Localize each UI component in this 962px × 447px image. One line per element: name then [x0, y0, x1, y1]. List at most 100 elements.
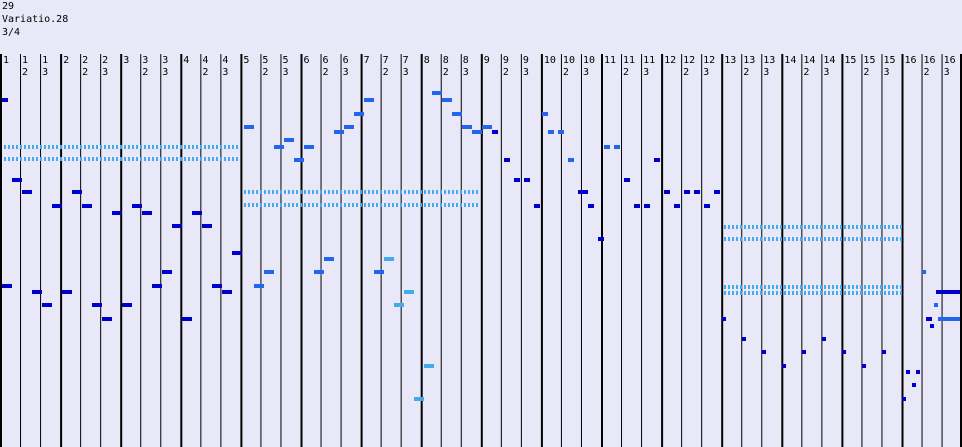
- note: [876, 237, 878, 241]
- note: [784, 237, 786, 241]
- note: [320, 190, 322, 194]
- note: [792, 291, 794, 295]
- beat-number: 2: [863, 67, 869, 78]
- measure-line: [120, 54, 123, 447]
- note: [824, 237, 826, 241]
- note: [788, 237, 790, 241]
- measure-number: 4: [222, 55, 228, 66]
- note: [284, 138, 294, 142]
- note: [184, 145, 186, 149]
- note: [604, 145, 610, 149]
- measure-number: 7: [383, 55, 389, 66]
- note: [464, 203, 466, 207]
- note: [440, 190, 442, 194]
- note: [760, 237, 762, 241]
- note: [900, 225, 902, 229]
- note: [868, 225, 870, 229]
- beat-number: 2: [22, 67, 28, 78]
- note: [22, 190, 32, 194]
- note: [654, 158, 660, 162]
- note: [816, 285, 818, 289]
- note: [578, 190, 588, 194]
- note: [224, 157, 226, 161]
- note: [868, 285, 870, 289]
- note: [812, 225, 814, 229]
- note: [860, 225, 862, 229]
- note: [740, 225, 742, 229]
- note: [852, 237, 854, 241]
- note: [744, 225, 746, 229]
- note: [804, 291, 806, 295]
- measure-number: 2: [102, 55, 108, 66]
- note: [504, 158, 510, 162]
- note: [280, 190, 282, 194]
- note: [784, 225, 786, 229]
- beat-line: [941, 54, 943, 447]
- note: [728, 225, 730, 229]
- note: [72, 145, 74, 149]
- measure-number: 15: [863, 55, 875, 66]
- note: [168, 157, 170, 161]
- note: [634, 204, 640, 208]
- note: [364, 190, 366, 194]
- note: [32, 290, 42, 294]
- note: [16, 145, 18, 149]
- measure-number: 16: [905, 55, 917, 66]
- note: [780, 237, 782, 241]
- note: [172, 157, 174, 161]
- measure-line: [781, 54, 784, 447]
- note: [332, 203, 334, 207]
- note: [404, 190, 406, 194]
- note: [864, 225, 866, 229]
- note: [452, 112, 462, 116]
- note: [334, 130, 344, 134]
- note: [856, 225, 858, 229]
- note: [420, 203, 422, 207]
- note: [938, 317, 960, 321]
- measure-line: [180, 54, 183, 447]
- note: [104, 145, 106, 149]
- note: [862, 364, 866, 368]
- measure-line: [661, 54, 664, 447]
- note: [192, 157, 194, 161]
- note: [232, 145, 234, 149]
- note: [784, 291, 786, 295]
- note: [880, 237, 882, 241]
- beat-line: [821, 54, 823, 447]
- note: [172, 224, 182, 228]
- note: [820, 285, 822, 289]
- note: [300, 203, 302, 207]
- note: [12, 145, 14, 149]
- note: [248, 190, 250, 194]
- note: [820, 291, 822, 295]
- beat-line: [340, 54, 342, 447]
- measure-number: 8: [443, 55, 449, 66]
- note: [120, 157, 122, 161]
- note: [728, 291, 730, 295]
- beat-line: [921, 54, 923, 447]
- measure-line: [420, 54, 423, 447]
- note: [804, 285, 806, 289]
- note: [152, 157, 154, 161]
- note: [52, 157, 54, 161]
- note: [344, 125, 354, 129]
- note: [68, 157, 70, 161]
- note: [888, 285, 890, 289]
- note: [376, 203, 378, 207]
- note: [736, 291, 738, 295]
- note: [764, 225, 766, 229]
- note: [354, 112, 364, 116]
- note: [272, 203, 274, 207]
- beat-line: [500, 54, 502, 447]
- note: [828, 285, 830, 289]
- note: [88, 157, 90, 161]
- note: [744, 285, 746, 289]
- note: [836, 237, 838, 241]
- note: [888, 291, 890, 295]
- note: [4, 157, 6, 161]
- note: [176, 145, 178, 149]
- variation-title: Variatio.28: [2, 14, 69, 25]
- measure-number: 6: [323, 55, 329, 66]
- measure-line: [841, 54, 844, 447]
- note: [844, 225, 846, 229]
